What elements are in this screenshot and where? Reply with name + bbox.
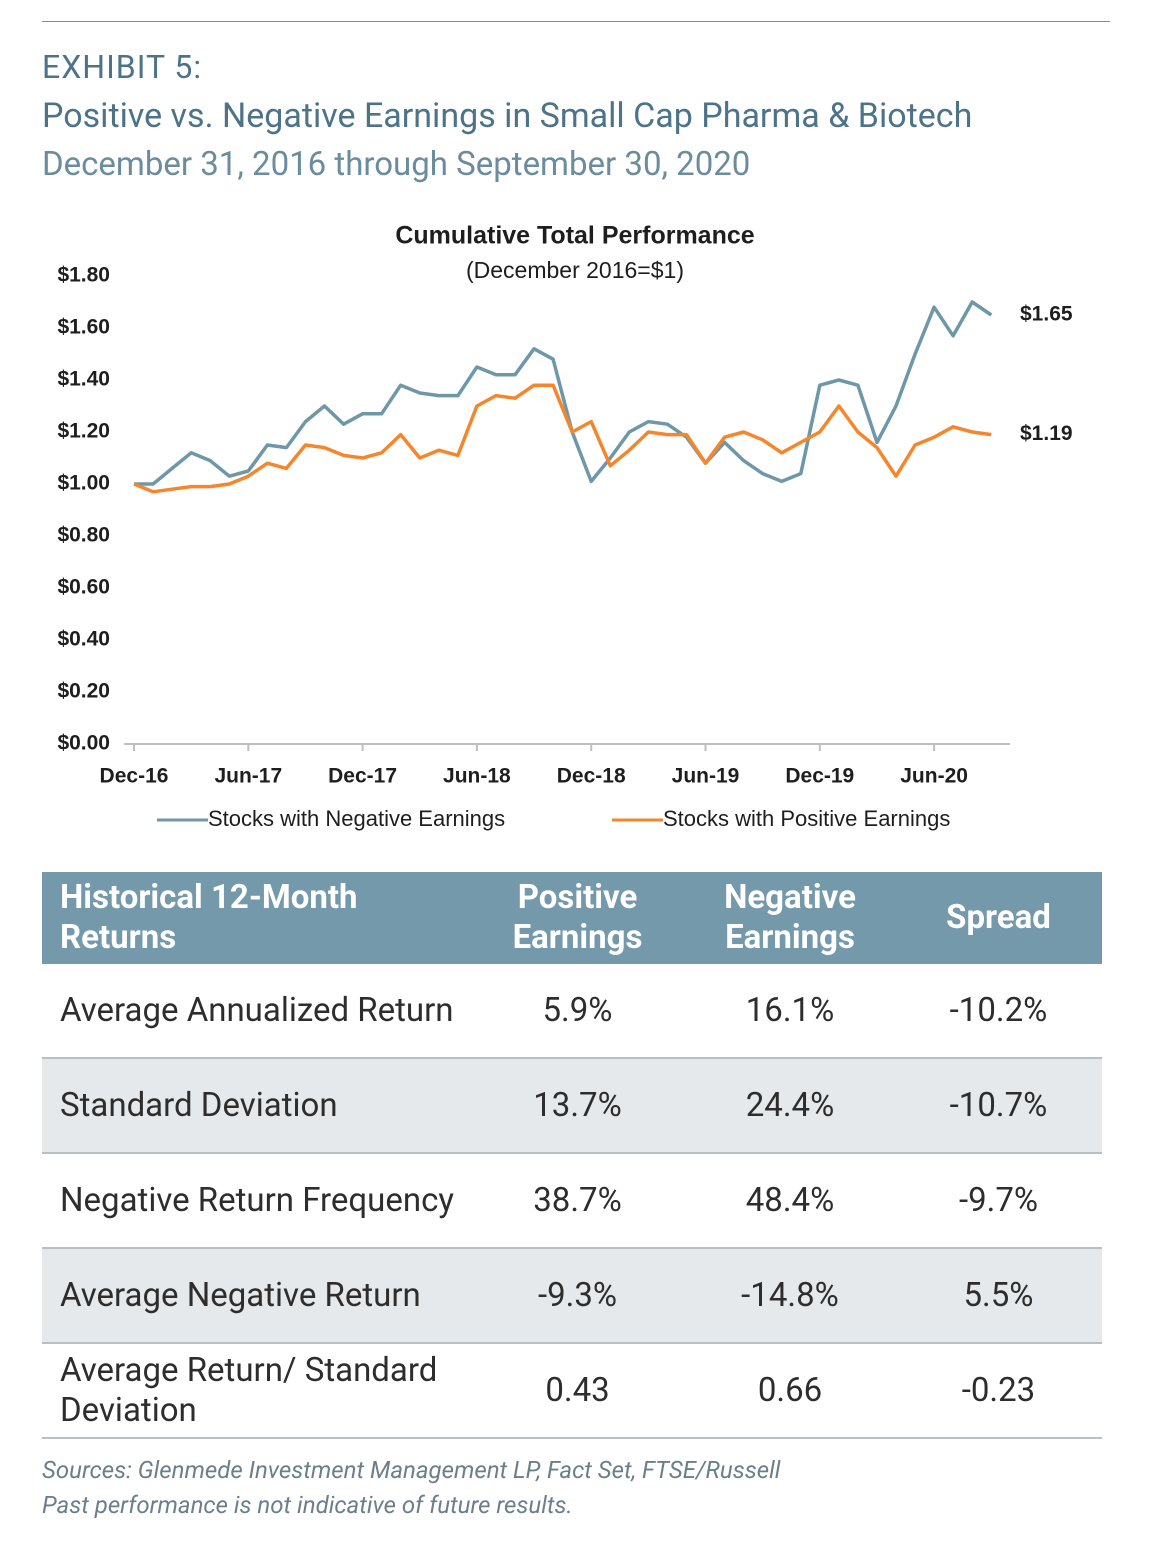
value-cell: -9.3% [470, 1248, 685, 1344]
legend-label: Stocks with Negative Earnings [208, 806, 505, 831]
row-label: Negative Return Frequency [42, 1153, 470, 1249]
chart: Cumulative Total Performance (December 2… [57, 222, 1073, 831]
value-cell: -10.2% [895, 964, 1102, 1059]
exhibit-label: EXHIBIT 5: [42, 48, 203, 86]
row-label: Average Negative Return [42, 1248, 470, 1344]
row-label: Average Return/ Standard Deviation [42, 1343, 470, 1439]
page-title: Positive vs. Negative Earnings in Small … [42, 96, 973, 136]
x-tick-label: Dec-19 [785, 765, 854, 788]
table-body: Average Annualized Return 5.9% 16.1% -10.2%… [42, 964, 1102, 1439]
y-tick-label: $1.20 [57, 420, 110, 443]
y-tick-label: $1.00 [57, 472, 110, 495]
header-cell: Historical 12-Month Returns [42, 872, 470, 964]
y-tick-label: $0.60 [57, 576, 110, 599]
series-line [134, 300, 993, 486]
table-row: Negative Return Frequency 38.7% 48.4% -9.7% [42, 1153, 1102, 1249]
x-tick-label: Dec-16 [100, 765, 169, 788]
value-cell: 13.7% [470, 1058, 685, 1154]
table-row: Average Negative Return -9.3% -14.8% 5.5% [42, 1248, 1102, 1344]
value-cell: -14.8% [685, 1248, 895, 1344]
value-cell: 38.7% [470, 1153, 685, 1249]
top-rule [42, 21, 1110, 22]
series-line [133, 383, 992, 494]
table-row: Standard Deviation 13.7% 24.4% -10.7% [42, 1058, 1102, 1154]
header-row: Historical 12-Month Returns Positive Earn… [42, 872, 1102, 964]
value-cell: -10.7% [895, 1058, 1102, 1154]
x-tick-label: Dec-17 [328, 765, 397, 788]
row-label: Average Annualized Return [42, 964, 470, 1059]
value-cell: 5.5% [895, 1248, 1102, 1344]
row-label: Standard Deviation [42, 1058, 470, 1154]
header-cell: Positive Earnings [470, 872, 685, 964]
y-tick-label: $0.80 [57, 524, 110, 547]
table-row: Average Return/ Standard Deviation 0.43 0.… [42, 1343, 1102, 1439]
value-cell: 0.66 [685, 1343, 895, 1439]
x-tick-label: Jun-20 [900, 765, 968, 788]
value-cell: 16.1% [685, 964, 895, 1059]
x-tick-label: Jun-19 [672, 765, 740, 788]
end-label: $1.19 [1020, 422, 1073, 445]
header-cell: Spread [895, 872, 1102, 964]
x-tick-label: Dec-18 [557, 765, 626, 788]
header-cell: Negative Earnings [685, 872, 895, 964]
returns-table: Historical 12-Month Returns Positive Earn… [42, 872, 1102, 1439]
sources: Sources: Glenmede Investment Management … [42, 1456, 781, 1484]
value-cell: 48.4% [685, 1153, 895, 1249]
x-tick-label: Jun-18 [443, 765, 511, 788]
chart-subtitle: (December 2016=$1) [466, 257, 684, 283]
page-subtitle: December 31, 2016 through September 30, … [42, 145, 751, 184]
y-tick-label: $1.60 [57, 316, 110, 339]
chart-title: Cumulative Total Performance [395, 222, 754, 250]
y-tick-label: $1.80 [57, 264, 110, 287]
value-cell: 0.43 [470, 1343, 685, 1439]
table-row: Average Annualized Return 5.9% 16.1% -10.2% [42, 964, 1102, 1059]
note: Past performance is not indicative of fu… [42, 1491, 573, 1519]
y-tick-label: $0.40 [57, 628, 110, 651]
value-cell: 24.4% [685, 1058, 895, 1154]
x-tick-label: Jun-17 [214, 765, 282, 788]
end-label: $1.65 [1020, 303, 1073, 326]
y-tick-label: $0.00 [57, 732, 110, 755]
value-cell: -0.23 [895, 1343, 1102, 1439]
value-cell: 5.9% [470, 964, 685, 1059]
legend-label: Stocks with Positive Earnings [663, 806, 950, 831]
y-tick-label: $1.40 [57, 368, 110, 391]
value-cell: -9.7% [895, 1153, 1102, 1249]
y-tick-label: $0.20 [57, 680, 110, 703]
